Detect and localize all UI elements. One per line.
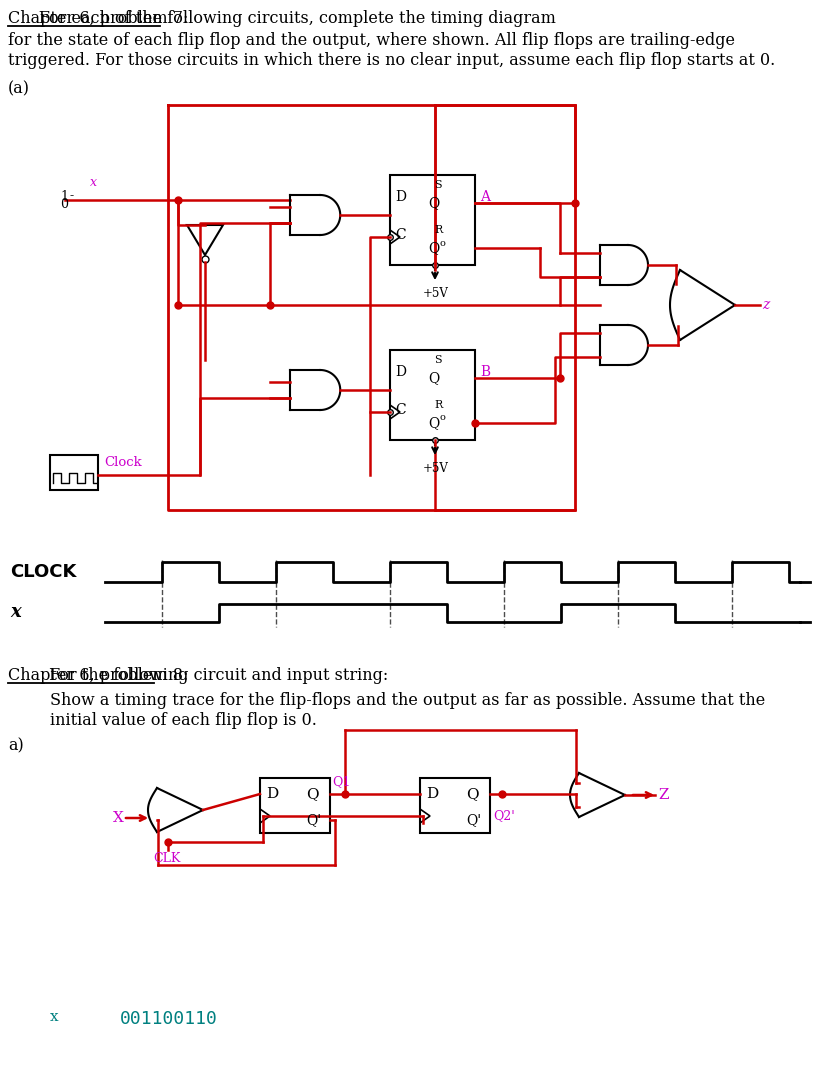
Text: Q: Q <box>428 196 439 210</box>
Bar <box>50 455 98 491</box>
Text: a): a) <box>8 737 24 754</box>
Text: x: x <box>50 1010 58 1024</box>
Text: Q: Q <box>306 787 319 801</box>
Text: Q1: Q1 <box>332 775 351 788</box>
Text: Q2': Q2' <box>493 810 514 823</box>
Text: z: z <box>762 298 770 312</box>
Text: +5V: +5V <box>423 462 449 476</box>
Text: Chapter 6, problem 7:: Chapter 6, problem 7: <box>8 10 188 27</box>
Bar <box>390 175 475 265</box>
Bar <box>390 350 475 440</box>
Text: Show a timing trace for the flip-flops and the output as far as possible. Assume: Show a timing trace for the flip-flops a… <box>50 692 765 709</box>
Text: R: R <box>434 225 442 235</box>
Text: D: D <box>426 787 439 801</box>
Text: A: A <box>480 190 490 203</box>
Text: For the following circuit and input string:: For the following circuit and input stri… <box>8 667 388 684</box>
Text: D: D <box>266 787 278 801</box>
Text: B: B <box>480 365 491 379</box>
Text: CLOCK: CLOCK <box>10 563 77 580</box>
Text: 001100110: 001100110 <box>120 1010 218 1028</box>
Text: Z: Z <box>658 788 668 802</box>
Text: Q: Q <box>428 371 439 384</box>
Text: CLK: CLK <box>153 851 180 864</box>
Text: -: - <box>70 190 74 202</box>
Text: for the state of each flip flop and the output, where shown. All flip flops are : for the state of each flip flop and the … <box>8 32 735 49</box>
Text: +5V: +5V <box>423 287 449 300</box>
Text: o: o <box>440 413 446 422</box>
Text: S: S <box>434 355 442 365</box>
Text: R: R <box>434 399 442 410</box>
Text: C: C <box>395 403 406 417</box>
Text: Q': Q' <box>466 813 481 827</box>
Text: Q: Q <box>428 416 439 429</box>
Text: X: X <box>113 811 124 825</box>
Text: Chapter 6, problem 8:: Chapter 6, problem 8: <box>8 667 188 684</box>
Bar <box>420 778 490 833</box>
Text: D: D <box>395 365 406 379</box>
Text: (a): (a) <box>8 80 30 97</box>
Text: 1: 1 <box>60 190 68 202</box>
Text: initial value of each flip flop is 0.: initial value of each flip flop is 0. <box>50 712 317 729</box>
Text: Q': Q' <box>306 813 321 827</box>
Text: x: x <box>10 603 21 621</box>
Text: x: x <box>90 177 97 190</box>
Text: triggered. For those circuits in which there is no clear input, assume each flip: triggered. For those circuits in which t… <box>8 52 775 69</box>
Text: 0: 0 <box>60 197 68 211</box>
Text: C: C <box>395 228 406 242</box>
Text: Q: Q <box>466 787 479 801</box>
Text: S: S <box>434 180 442 190</box>
Text: o: o <box>440 239 446 247</box>
Text: For each of the following circuits, complete the timing diagram: For each of the following circuits, comp… <box>8 10 556 27</box>
Text: D: D <box>395 190 406 203</box>
Text: Clock: Clock <box>104 455 142 468</box>
Text: Q: Q <box>428 241 439 255</box>
Bar <box>260 778 330 833</box>
